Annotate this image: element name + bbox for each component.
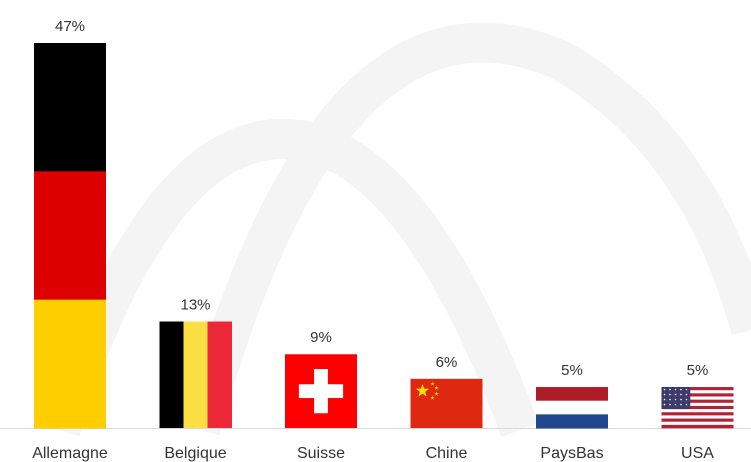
flag-star xyxy=(685,388,688,391)
flag-field xyxy=(410,378,483,428)
flag-stripe xyxy=(661,415,734,419)
flag-star xyxy=(430,395,435,400)
flag-stripe xyxy=(661,399,734,404)
flag-star xyxy=(663,398,666,401)
bar xyxy=(285,354,357,428)
flag-stripe xyxy=(661,412,734,416)
value-label: 9% xyxy=(310,329,332,346)
flag-stripe xyxy=(536,387,608,402)
flag-star xyxy=(674,388,677,391)
value-label: 47% xyxy=(55,18,85,35)
flag-stripe xyxy=(661,421,734,426)
flag-star xyxy=(685,393,688,396)
flag-star xyxy=(669,403,671,406)
flag-stripe xyxy=(661,402,734,407)
flag-stripe xyxy=(34,171,106,301)
x-tick-label: PaysBas xyxy=(540,445,603,462)
flag-stripe xyxy=(661,390,734,394)
value-label: 5% xyxy=(687,362,709,379)
flag-stripe xyxy=(536,414,608,429)
bar xyxy=(34,43,106,429)
x-tick-label: Suisse xyxy=(297,445,345,462)
flag-stripe xyxy=(661,409,734,413)
flag-stripe xyxy=(207,321,232,428)
bar xyxy=(159,321,232,428)
flag-stripe xyxy=(661,393,734,397)
value-label: 6% xyxy=(436,354,458,371)
flag-star xyxy=(685,398,688,401)
x-tick-label: USA xyxy=(681,445,714,462)
bar xyxy=(410,378,483,428)
flag-star xyxy=(674,398,677,401)
flag-stripe xyxy=(159,321,184,428)
flag-star xyxy=(685,403,688,406)
bar xyxy=(536,387,608,429)
flag-canton xyxy=(661,387,691,410)
background-arcs xyxy=(40,22,751,437)
bar xyxy=(661,387,734,429)
flag-stripe xyxy=(661,396,734,400)
flag-stripe xyxy=(661,387,734,391)
x-tick-label: Belgique xyxy=(164,445,226,462)
flag-stripe xyxy=(34,299,106,429)
flag-cross xyxy=(298,384,344,399)
flag-star xyxy=(674,393,677,396)
flag-star xyxy=(430,381,435,386)
flag-star xyxy=(680,403,682,406)
flag-star xyxy=(434,385,439,390)
flag-stripe xyxy=(183,321,208,428)
flag-star xyxy=(663,403,666,406)
flag-star xyxy=(680,393,682,396)
flag-stripe xyxy=(34,43,106,172)
flag-star xyxy=(680,398,682,401)
x-tick-label: Allemagne xyxy=(32,445,108,462)
flag-star xyxy=(663,393,666,396)
flag-star xyxy=(663,388,666,391)
flag-stripe xyxy=(661,405,734,410)
flag-star xyxy=(674,403,677,406)
flag-star xyxy=(669,398,671,401)
flag-star xyxy=(669,388,671,391)
flag-star xyxy=(434,391,439,396)
flag-stripe xyxy=(661,424,734,429)
flag-star xyxy=(415,383,430,397)
flag-star xyxy=(669,393,671,396)
value-label: 13% xyxy=(180,296,210,313)
flag-stripe xyxy=(661,418,734,422)
value-label: 5% xyxy=(561,362,583,379)
x-tick-label: Chine xyxy=(426,445,468,462)
flag-stripe xyxy=(536,400,608,415)
flag-star xyxy=(680,388,682,391)
